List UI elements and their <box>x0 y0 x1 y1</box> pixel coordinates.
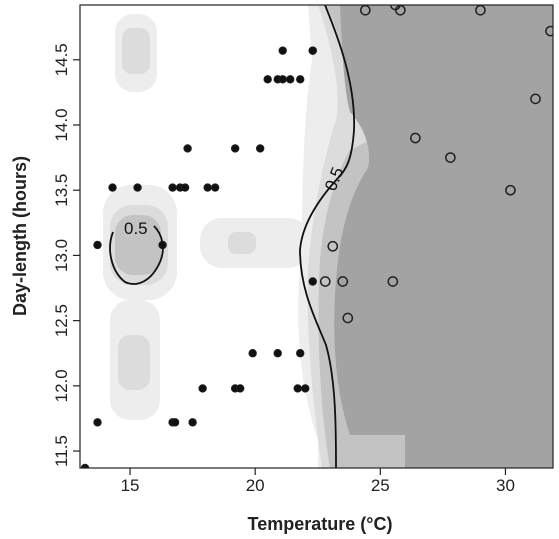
x-axis: 15 20 25 30 <box>121 468 515 495</box>
y-tick-label: 14.0 <box>52 108 71 141</box>
filled-point <box>296 349 305 358</box>
blob-15c-low-core <box>118 335 150 390</box>
filled-point <box>273 349 282 358</box>
filled-point <box>133 183 142 192</box>
filled-point <box>308 46 317 55</box>
filled-point <box>296 75 305 84</box>
filled-point <box>235 384 245 393</box>
filled-point <box>293 384 302 393</box>
probability-shading <box>103 5 553 468</box>
y-tick-label: 13.0 <box>52 239 71 272</box>
open-point <box>505 184 516 196</box>
blob-15c-mid-inner <box>115 215 161 275</box>
filled-point <box>158 240 167 250</box>
filled-point <box>286 75 295 84</box>
x-tick-label: 15 <box>121 476 140 495</box>
y-tick-label: 12.0 <box>52 369 71 402</box>
contour-label-cool: 0.5 <box>124 219 148 238</box>
open-point <box>337 276 349 287</box>
x-axis-title: Temperature (°C) <box>248 514 393 534</box>
y-axis-title: Day-length (hours) <box>10 156 30 316</box>
open-point <box>327 240 339 252</box>
open-point <box>319 276 331 287</box>
blob-19c-core <box>228 232 256 254</box>
filled-point <box>263 75 272 84</box>
open-point <box>475 5 486 16</box>
filled-point <box>183 144 192 153</box>
y-tick-label: 14.5 <box>52 43 71 76</box>
blob-15c-high-core <box>122 28 150 74</box>
filled-point <box>188 418 197 427</box>
filled-point <box>203 183 212 192</box>
y-tick-label: 12.5 <box>52 304 71 337</box>
open-point <box>530 93 541 105</box>
filled-point <box>248 349 257 358</box>
filled-point <box>108 183 117 192</box>
open-point <box>410 132 421 144</box>
y-tick-label: 11.5 <box>52 435 71 467</box>
open-point <box>445 152 456 163</box>
open-point <box>359 5 371 16</box>
x-tick-label: 20 <box>246 476 265 495</box>
y-axis: 11.5 12.0 12.5 13.0 13.5 14.0 14.5 <box>52 43 80 467</box>
filled-point <box>80 463 90 468</box>
filled-point <box>93 240 102 250</box>
filled-point <box>93 418 102 427</box>
filled-point <box>278 75 287 84</box>
filled-point <box>230 144 240 153</box>
open-point <box>394 5 406 16</box>
filled-point <box>255 144 265 153</box>
filled-point <box>308 277 317 286</box>
y-tick-label: 13.5 <box>52 174 71 207</box>
contour-line-warm <box>299 5 355 468</box>
open-point <box>342 312 354 324</box>
x-tick-label: 25 <box>371 476 390 495</box>
x-tick-label: 30 <box>496 476 515 495</box>
plot-frame <box>79 4 554 469</box>
filled-point <box>210 183 220 192</box>
region-warm-core <box>334 5 553 468</box>
data-points <box>80 5 553 468</box>
open-point <box>387 276 399 287</box>
filled-point <box>301 384 310 393</box>
filled-point <box>278 46 287 55</box>
filled-point <box>180 183 190 192</box>
open-point <box>545 25 553 37</box>
filled-point <box>168 183 177 192</box>
filled-point <box>198 384 207 393</box>
filled-point <box>170 418 180 427</box>
